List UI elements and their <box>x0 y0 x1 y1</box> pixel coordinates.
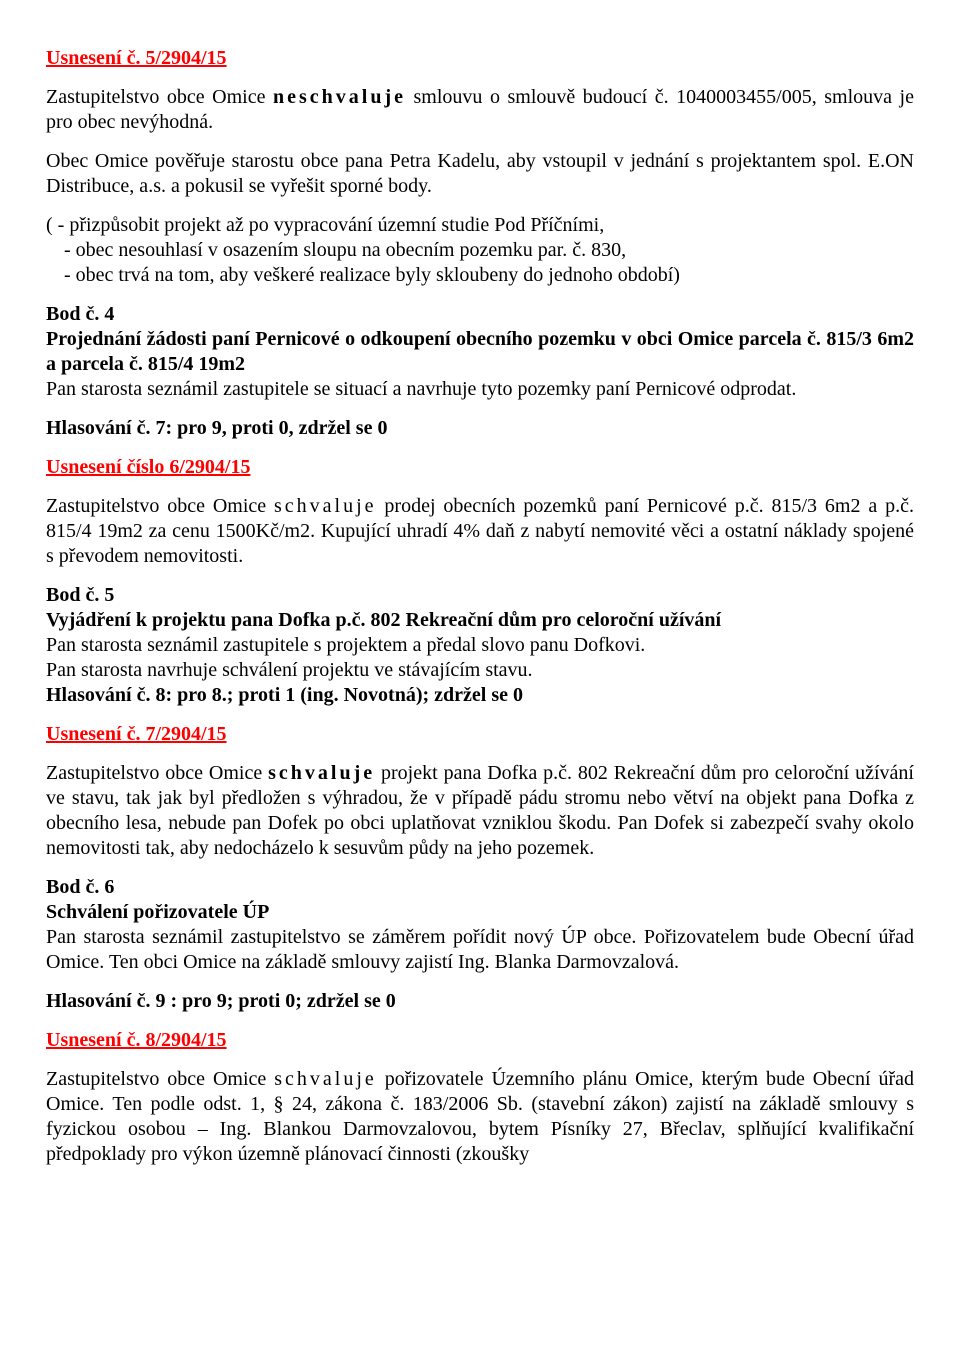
resolution-5-p1: Zastupitelstvo obce Omice neschvaluje sm… <box>46 85 914 135</box>
resolution-6-title: Usnesení číslo 6/2904/15 <box>46 455 914 480</box>
bod-4-heading: Projednání žádosti paní Pernicové o odko… <box>46 327 914 377</box>
vote-7: Hlasování č. 7: pro 9, proti 0, zdržel s… <box>46 416 914 441</box>
list-item: obec nesouhlasí v osazením sloupu na obe… <box>64 238 914 263</box>
bod-5-title: Bod č. 5 <box>46 583 914 608</box>
bod-6-heading: Schválení pořizovatele ÚP <box>46 900 914 925</box>
resolution-5-title: Usnesení č. 5/2904/15 <box>46 46 914 71</box>
resolution-7-title: Usnesení č. 7/2904/15 <box>46 722 914 747</box>
bod-6-text: Pan starosta seznámil zastupitelstvo se … <box>46 925 914 975</box>
list-item: obec trvá na tom, aby veškeré realizace … <box>64 263 914 288</box>
bod-5-heading: Vyjádření k projektu pana Dofka p.č. 802… <box>46 608 914 633</box>
section-bod-4: Bod č. 4 Projednání žádosti paní Pernico… <box>46 302 914 402</box>
resolution-5-list-lead: ( - přizpůsobit projekt až po vypracován… <box>46 213 914 238</box>
vote-8: Hlasování č. 8: pro 8.; proti 1 (ing. No… <box>46 683 914 708</box>
section-bod-5: Bod č. 5 Vyjádření k projektu pana Dofka… <box>46 583 914 708</box>
bod-5-p2: Pan starosta navrhuje schválení projektu… <box>46 658 914 683</box>
resolution-5-p2: Obec Omice pověřuje starostu obce pana P… <box>46 149 914 199</box>
resolution-5-list: obec nesouhlasí v osazením sloupu na obe… <box>46 238 914 288</box>
vote-9: Hlasování č. 9 : pro 9; proti 0; zdržel … <box>46 989 914 1014</box>
resolution-8-title: Usnesení č. 8/2904/15 <box>46 1028 914 1053</box>
resolution-7-text: Zastupitelstvo obce Omice schvaluje proj… <box>46 761 914 861</box>
bod-4-title: Bod č. 4 <box>46 302 914 327</box>
section-bod-6: Bod č. 6 Schválení pořizovatele ÚP Pan s… <box>46 875 914 975</box>
bod-4-text: Pan starosta seznámil zastupitele se sit… <box>46 377 914 402</box>
resolution-6-text: Zastupitelstvo obce Omice schvaluje prod… <box>46 494 914 569</box>
resolution-8-text: Zastupitelstvo obce Omice schvaluje poři… <box>46 1067 914 1167</box>
bod-6-title: Bod č. 6 <box>46 875 914 900</box>
bod-5-p1: Pan starosta seznámil zastupitele s proj… <box>46 633 914 658</box>
